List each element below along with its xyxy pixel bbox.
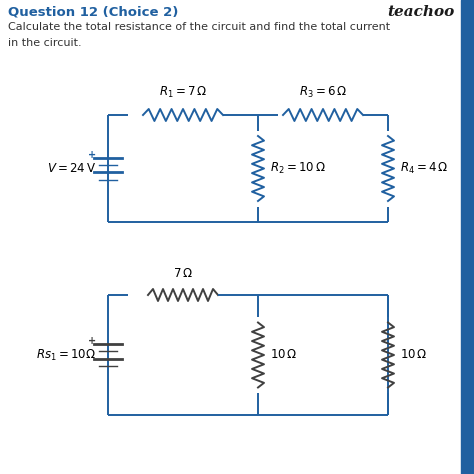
Text: $R_4 = 4\,\Omega$: $R_4 = 4\,\Omega$ — [400, 161, 448, 176]
Text: Calculate the total resistance of the circuit and find the total current: Calculate the total resistance of the ci… — [8, 22, 390, 32]
Text: +: + — [88, 336, 96, 346]
Text: $Rs_1 = 10\Omega$: $Rs_1 = 10\Omega$ — [36, 347, 96, 363]
Text: $R_3 = 6\,\Omega$: $R_3 = 6\,\Omega$ — [299, 85, 347, 100]
Text: $V = 24\,\mathrm{V}$: $V = 24\,\mathrm{V}$ — [47, 162, 96, 175]
Text: $7\,\Omega$: $7\,\Omega$ — [173, 267, 193, 280]
Text: $R_2 = 10\,\Omega$: $R_2 = 10\,\Omega$ — [270, 161, 326, 176]
Text: $10\,\Omega$: $10\,\Omega$ — [270, 348, 298, 362]
Text: $R_1 = 7\,\Omega$: $R_1 = 7\,\Omega$ — [159, 85, 207, 100]
Text: Question 12 (Choice 2): Question 12 (Choice 2) — [8, 5, 178, 18]
Text: teachoo: teachoo — [388, 5, 455, 19]
Text: in the circuit.: in the circuit. — [8, 38, 82, 48]
Text: $10\,\Omega$: $10\,\Omega$ — [400, 348, 428, 362]
Text: +: + — [88, 149, 96, 159]
